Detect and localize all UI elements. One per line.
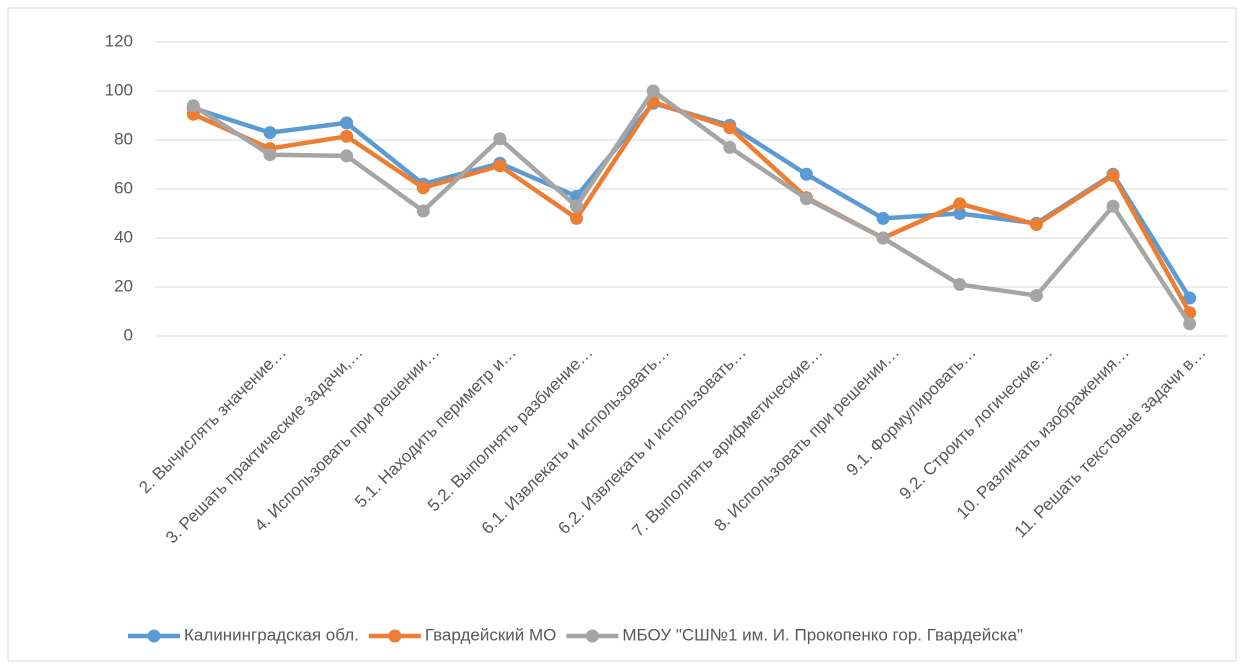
- point: [1183, 291, 1197, 305]
- legend-marker: [585, 629, 599, 643]
- y-tick-label: 20: [114, 276, 133, 295]
- point: [876, 231, 890, 245]
- legend-label: Калининградская обл.: [184, 625, 359, 644]
- y-tick-label: 60: [114, 178, 133, 197]
- legend-label: МБОУ "СШ№1 им. И. Прокопенко гор. Гварде…: [622, 625, 1023, 644]
- legend-marker: [388, 629, 402, 643]
- point: [1106, 199, 1120, 213]
- point: [416, 181, 430, 195]
- y-tick-label: 100: [105, 80, 133, 99]
- point: [646, 84, 660, 98]
- point: [1029, 289, 1043, 303]
- point: [1106, 169, 1120, 183]
- point: [723, 121, 737, 135]
- point: [570, 199, 584, 213]
- point: [953, 197, 967, 211]
- y-tick-label: 0: [124, 325, 133, 344]
- point: [186, 99, 200, 113]
- y-tick-label: 80: [114, 129, 133, 148]
- legend-label: Гвардейский МО: [425, 625, 557, 644]
- point: [723, 140, 737, 154]
- point: [263, 126, 277, 140]
- legend-marker: [147, 629, 161, 643]
- series-line: [192, 88, 1192, 325]
- point: [263, 148, 277, 162]
- point: [493, 159, 507, 173]
- point: [340, 129, 354, 143]
- point: [493, 132, 507, 146]
- point: [799, 192, 813, 206]
- point: [340, 149, 354, 163]
- point: [953, 278, 967, 292]
- point: [799, 167, 813, 181]
- point: [1183, 317, 1197, 331]
- y-tick-label: 40: [114, 227, 133, 246]
- point: [1029, 218, 1043, 232]
- point: [953, 207, 967, 220]
- point: [570, 211, 584, 225]
- point: [416, 204, 430, 218]
- series-line: [192, 99, 1192, 314]
- point: [340, 116, 354, 130]
- point: [876, 211, 890, 225]
- y-tick-label: 120: [105, 31, 133, 50]
